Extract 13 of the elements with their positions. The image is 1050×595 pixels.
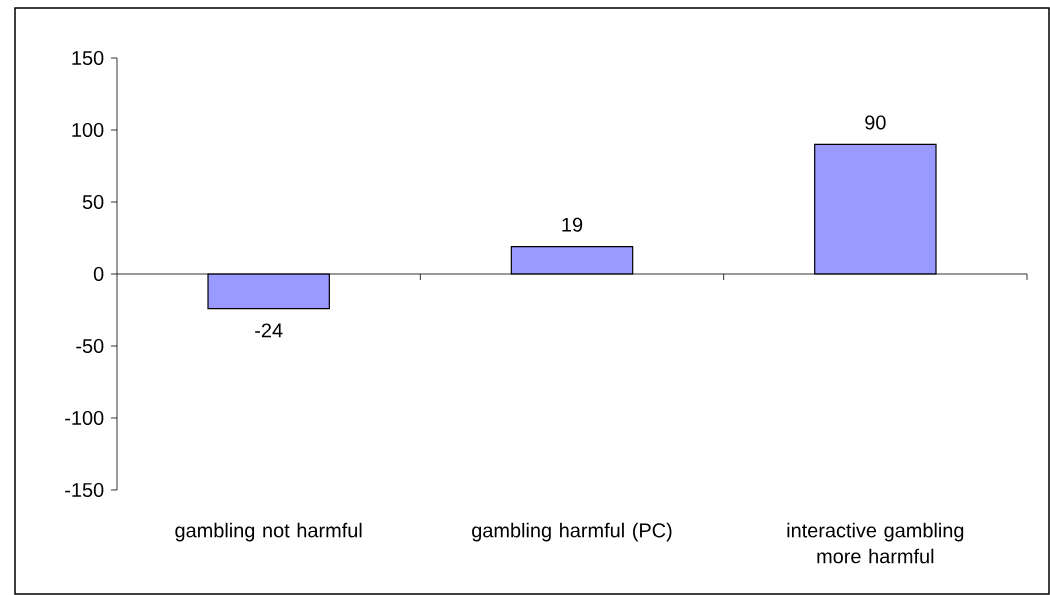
data-label: 19 <box>562 217 583 232</box>
data-label: 90 <box>865 115 886 130</box>
y-tick-label: -150 <box>65 482 104 498</box>
x-tick-label: gambling harmful (PC) <box>472 522 672 542</box>
y-tick-label: -50 <box>76 338 104 354</box>
y-tick-label: 150 <box>72 50 104 66</box>
y-tick-label: 50 <box>82 194 104 210</box>
y-tick-label: -100 <box>65 410 104 426</box>
y-tick-label: 100 <box>72 122 104 138</box>
data-label: -24 <box>255 323 283 338</box>
x-tick-label: gambling not harmful <box>175 522 362 542</box>
y-tick-label: 0 <box>93 266 104 282</box>
x-tick-label: interactive gambling more harmful <box>787 522 964 564</box>
